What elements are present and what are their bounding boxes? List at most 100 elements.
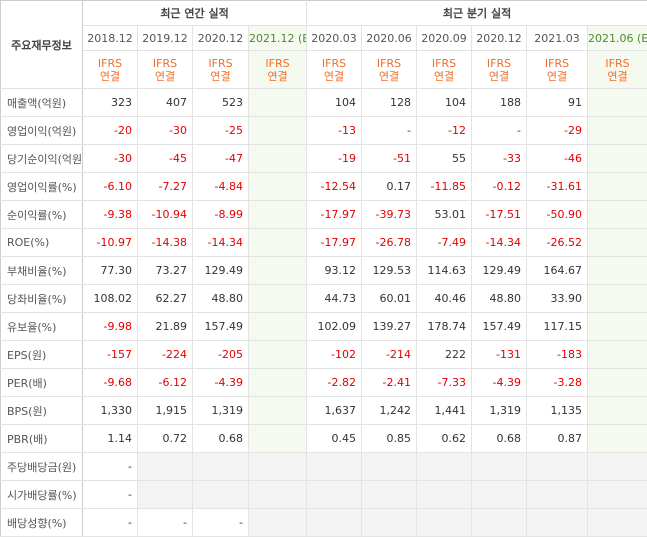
cell: -17.51 bbox=[471, 200, 528, 229]
cell bbox=[306, 480, 363, 509]
accounting-standard: IFRS bbox=[265, 56, 290, 70]
cell: -14.34 bbox=[471, 228, 528, 257]
cell bbox=[247, 200, 308, 229]
cell: -39.73 bbox=[361, 200, 418, 229]
cell bbox=[361, 480, 418, 509]
quarter-title: 최근 분기 실적 bbox=[306, 0, 647, 26]
period: 2020.03 bbox=[306, 25, 363, 51]
accounting-standard: IFRS bbox=[605, 56, 630, 70]
cell: -3.28 bbox=[526, 368, 589, 397]
cell: -131 bbox=[471, 340, 528, 369]
cell: -47 bbox=[192, 144, 249, 173]
accounting-scope: 연결 bbox=[488, 69, 510, 83]
cell: -6.10 bbox=[82, 172, 138, 201]
cell bbox=[247, 424, 308, 453]
cell: -12 bbox=[416, 116, 473, 145]
period: 2020.06 bbox=[361, 25, 418, 51]
cell: 40.46 bbox=[416, 284, 473, 313]
cell: -13 bbox=[306, 116, 363, 145]
cell: -17.97 bbox=[306, 228, 363, 257]
accounting-standard: IFRS bbox=[486, 56, 512, 70]
table-row: 영업이익률(%) -6.10 -7.27 -4.84 -12.54 0.17 -11.85-… bbox=[0, 172, 647, 201]
accounting: IFRS 연결 bbox=[247, 50, 308, 89]
accounting-standard: IFRS bbox=[376, 56, 402, 70]
cell bbox=[192, 480, 249, 509]
cell: 1.14 bbox=[82, 424, 138, 453]
cell: 48.80 bbox=[192, 284, 249, 313]
cell bbox=[137, 480, 193, 509]
table-row: 유보율(%) -9.98 21.89 157.49 102.09 139.27 178.74… bbox=[0, 312, 647, 341]
period: 2021.12 (E) bbox=[247, 25, 308, 51]
row-label: BPS(원) bbox=[0, 396, 83, 425]
cell: 1,319 bbox=[471, 396, 528, 425]
cell: -19 bbox=[306, 144, 363, 173]
cell: 129.49 bbox=[192, 256, 249, 285]
cell: -9.38 bbox=[82, 200, 138, 229]
cell: 0.68 bbox=[192, 424, 249, 453]
cell bbox=[587, 452, 647, 481]
cell: 1,637 bbox=[306, 396, 363, 425]
row-label: 배당성향(%) bbox=[0, 508, 83, 537]
cell: 0.87 bbox=[526, 424, 589, 453]
cell bbox=[587, 480, 647, 509]
accounting-scope: 연결 bbox=[323, 69, 345, 83]
cell bbox=[247, 172, 308, 201]
cell bbox=[587, 144, 647, 173]
cell: - bbox=[82, 480, 138, 509]
cell: 44.73 bbox=[306, 284, 363, 313]
accounting-scope: 연결 bbox=[99, 69, 121, 83]
cell: 129.49 bbox=[471, 256, 528, 285]
cell: 60.01 bbox=[361, 284, 418, 313]
accounting-scope: 연결 bbox=[267, 69, 288, 83]
cell: - bbox=[82, 508, 138, 537]
cell bbox=[587, 508, 647, 537]
cell: 1,242 bbox=[361, 396, 418, 425]
cell: -183 bbox=[526, 340, 589, 369]
cell: 53.01 bbox=[416, 200, 473, 229]
cell: 523 bbox=[192, 88, 249, 117]
cell: -4.39 bbox=[192, 368, 249, 397]
row-label: PER(배) bbox=[0, 368, 83, 397]
accounting: IFRS 연결 bbox=[192, 50, 249, 89]
table-row: 당좌비율(%) 108.02 62.27 48.80 44.73 60.01 40.46 48… bbox=[0, 284, 647, 313]
cell bbox=[416, 508, 473, 537]
cell: 188 bbox=[471, 88, 528, 117]
cell: -14.34 bbox=[192, 228, 249, 257]
cell bbox=[192, 452, 249, 481]
cell bbox=[587, 284, 647, 313]
cell: 114.63 bbox=[416, 256, 473, 285]
cell bbox=[247, 340, 308, 369]
cell: 1,319 bbox=[192, 396, 249, 425]
cell: - bbox=[137, 508, 193, 537]
cell: - bbox=[361, 116, 418, 145]
accounting: IFRS 연결 bbox=[526, 50, 589, 89]
cell bbox=[416, 480, 473, 509]
cell: - bbox=[82, 452, 138, 481]
accounting-scope: 연결 bbox=[546, 69, 568, 83]
cell: -50.90 bbox=[526, 200, 589, 229]
cell: -33 bbox=[471, 144, 528, 173]
table-row: BPS(원) 1,330 1,915 1,319 1,637 1,242 1,441 1,31… bbox=[0, 396, 647, 425]
accounting-standard: IFRS bbox=[544, 56, 570, 70]
cell: -11.85 bbox=[416, 172, 473, 201]
row-label: 영업이익(억원) bbox=[0, 116, 83, 145]
period: 2020.12 bbox=[471, 25, 528, 51]
table-row: 부채비율(%) 77.30 73.27 129.49 93.12 129.53 114.63… bbox=[0, 256, 647, 285]
table-row: 순이익률(%) -9.38 -10.94 -8.99 -17.97 -39.73 53.01… bbox=[0, 200, 647, 229]
cell: -46 bbox=[526, 144, 589, 173]
cell bbox=[306, 452, 363, 481]
period: 2020.09 bbox=[416, 25, 473, 51]
cell: 1,915 bbox=[137, 396, 193, 425]
cell: -2.41 bbox=[361, 368, 418, 397]
cell bbox=[247, 452, 308, 481]
cell bbox=[471, 480, 528, 509]
accounting-standard: IFRS bbox=[208, 56, 233, 70]
cell: -25 bbox=[192, 116, 249, 145]
cell: -2.82 bbox=[306, 368, 363, 397]
cell: -10.97 bbox=[82, 228, 138, 257]
cell bbox=[247, 396, 308, 425]
row-label: PBR(배) bbox=[0, 424, 83, 453]
cell bbox=[247, 508, 308, 537]
cell: - bbox=[192, 508, 249, 537]
